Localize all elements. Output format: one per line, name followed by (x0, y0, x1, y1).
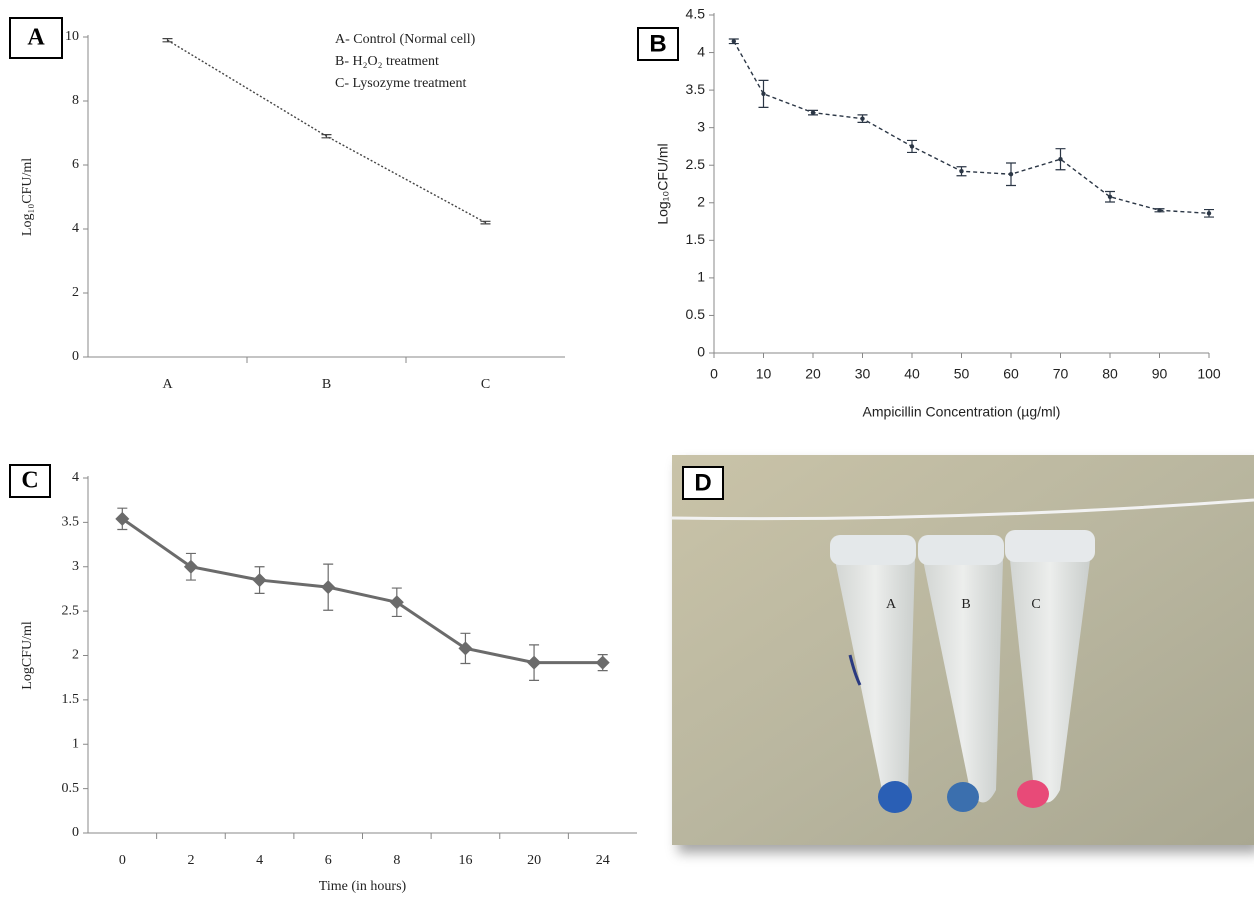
y-tick-label: 0 (72, 825, 79, 840)
y-tick-label: 3 (697, 118, 705, 134)
chart-panel: 0 0.5 1 1.5 2 2.5 3 3.5 4 4.5 0 10 20 30 40 50 60 70 80 90 1… (637, 6, 1221, 420)
x-tick-label: 4 (256, 853, 263, 868)
marker (731, 39, 736, 44)
x-tick-label: 30 (855, 366, 871, 382)
x-tick-label: A (162, 377, 173, 392)
y-tick-label: 1.5 (62, 692, 80, 707)
panel-label-box (9, 17, 63, 59)
marker (860, 116, 865, 121)
y-tick-label: 3.5 (686, 81, 706, 97)
x-tick-label: 8 (393, 853, 400, 868)
y-tick-label: 2 (697, 193, 705, 209)
y-tick-label: 0 (697, 344, 705, 360)
marker (183, 559, 198, 574)
y-tick-label: 0.5 (62, 781, 80, 796)
tube-label: C (1031, 597, 1040, 612)
x-tick-label: 6 (325, 853, 332, 868)
x-tick-label: C (481, 377, 490, 392)
y-tick-label: 1 (72, 736, 79, 751)
photo-panel: A B C D (671, 455, 1254, 845)
note: A- Control (Normal cell) (335, 32, 476, 47)
x-tick-label: B (322, 377, 331, 392)
y-tick-label: 2 (72, 285, 79, 300)
x-tick-label: 100 (1197, 366, 1221, 382)
panel-label-box (9, 464, 51, 498)
wire (671, 498, 1254, 521)
x-tick-label: 70 (1053, 366, 1069, 382)
marker (810, 110, 816, 115)
y-tick-label: 2.5 (686, 156, 706, 172)
y-tick-label: 8 (72, 93, 79, 108)
marker (1107, 194, 1113, 199)
y-tick-label: 4.5 (686, 6, 706, 22)
y-tick-label: 6 (72, 157, 79, 172)
y-axis-label: LogCFU/ml (20, 621, 35, 690)
x-tick-label: 0 (710, 366, 718, 382)
marker (115, 511, 130, 526)
y-tick-label: 0.5 (686, 306, 706, 322)
y-tick-label: 2 (72, 648, 79, 663)
x-tick-label: 24 (596, 853, 610, 868)
x-tick-label: 20 (527, 853, 541, 868)
marker (1206, 211, 1212, 216)
marker (389, 595, 404, 610)
marker (909, 144, 915, 149)
x-tick-label: 50 (954, 366, 970, 382)
y-axis-label: Log₁₀CFU/ml (655, 143, 671, 224)
panel-label: B (649, 30, 666, 57)
panel-label-box (682, 466, 724, 500)
series-line (733, 40, 1210, 214)
tube-label: B (961, 597, 970, 612)
marker (1058, 157, 1063, 162)
y-tick-label: 2.5 (62, 603, 80, 618)
x-tick-label: 60 (1003, 366, 1019, 382)
x-tick-label: 16 (458, 853, 472, 868)
y-tick-label: 4 (72, 470, 79, 485)
marker (761, 91, 766, 97)
y-tick-label: 3 (72, 559, 79, 574)
error-bar (480, 220, 491, 225)
y-tick-label: 1 (697, 269, 705, 285)
x-tick-label: 2 (187, 853, 194, 868)
error-bar (321, 134, 332, 139)
x-axis-label: Ampicillin Concentration (µg/ml) (863, 404, 1061, 420)
panel-label: A (27, 25, 45, 51)
series-line (121, 517, 603, 665)
marker (595, 655, 610, 670)
panel-label: C (21, 468, 38, 494)
error-bar (162, 38, 173, 43)
marker (321, 580, 336, 595)
marker (1157, 208, 1162, 213)
tube-a (830, 535, 916, 813)
marker (527, 655, 542, 670)
marker (252, 573, 267, 588)
y-tick-label: 1.5 (686, 231, 706, 247)
tube-b (918, 535, 1004, 812)
y-tick-label: 0 (72, 349, 79, 364)
x-tick-label: 80 (1102, 366, 1118, 382)
y-tick-label: 10 (65, 29, 79, 44)
chart-panel: 0 2 4 6 8 10 A B C Log₁₀CFU/ml A- Control (Normal … (9, 17, 565, 392)
tube-c (1005, 530, 1095, 808)
panel-label: D (694, 469, 711, 496)
y-tick-label: 4 (72, 221, 79, 236)
y-tick-label: 3.5 (62, 515, 80, 530)
panel-label-box (637, 27, 679, 61)
x-tick-label: 20 (805, 366, 821, 382)
marker (458, 641, 473, 656)
y-axis-label: Log₁₀CFU/ml (20, 158, 35, 236)
x-tick-label: 40 (904, 366, 920, 382)
x-axis-label: Time (in hours) (319, 879, 407, 894)
x-tick-label: 90 (1152, 366, 1168, 382)
note: B- H₂O₂ treatment (335, 54, 439, 69)
y-tick-label: 4 (697, 43, 705, 59)
tube-label: A (886, 597, 897, 612)
marker (1008, 172, 1014, 177)
x-tick-label: 0 (119, 853, 126, 868)
marker (959, 169, 964, 174)
x-tick-label: 10 (756, 366, 772, 382)
note: C- Lysozyme treatment (335, 76, 467, 91)
